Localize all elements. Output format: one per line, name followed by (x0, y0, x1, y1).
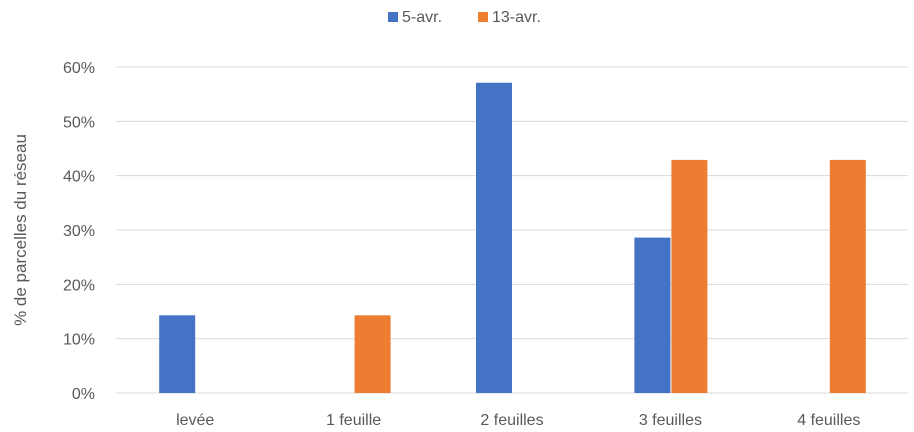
bars (159, 82, 866, 394)
x-axis-ticks: levée 1 feuille 2 feuilles 3 feuilles 4 feui… (176, 412, 860, 429)
y-tick-label: 50% (63, 114, 95, 131)
x-tick-label: 3 feuilles (639, 412, 702, 429)
y-tick-label: 20% (63, 277, 95, 294)
legend-label: 13-avr. (492, 9, 541, 26)
bar (634, 237, 671, 393)
bar (671, 159, 708, 393)
bar (159, 315, 196, 393)
y-tick-label: 0% (72, 386, 95, 403)
x-tick-label: 2 feuilles (480, 412, 543, 429)
y-tick-label: 40% (63, 169, 95, 186)
y-tick-label: 10% (63, 332, 95, 349)
x-tick-label: 4 feuilles (797, 412, 860, 429)
legend-swatch (388, 12, 398, 22)
bar (476, 82, 512, 394)
y-tick-label: 60% (63, 60, 95, 77)
x-tick-label: 1 feuille (326, 412, 381, 429)
bar (354, 315, 391, 393)
legend-label: 5-avr. (402, 9, 442, 26)
y-axis-ticks: 0% 10% 20% 30% 40% 50% 60% (63, 60, 95, 403)
legend-swatch (478, 12, 488, 22)
bar (829, 159, 866, 393)
legend: 5-avr. 13-avr. (388, 9, 541, 26)
y-tick-label: 30% (63, 223, 95, 240)
y-axis-title: % de parcelles du réseau (11, 134, 30, 326)
x-tick-label: levée (176, 412, 214, 429)
